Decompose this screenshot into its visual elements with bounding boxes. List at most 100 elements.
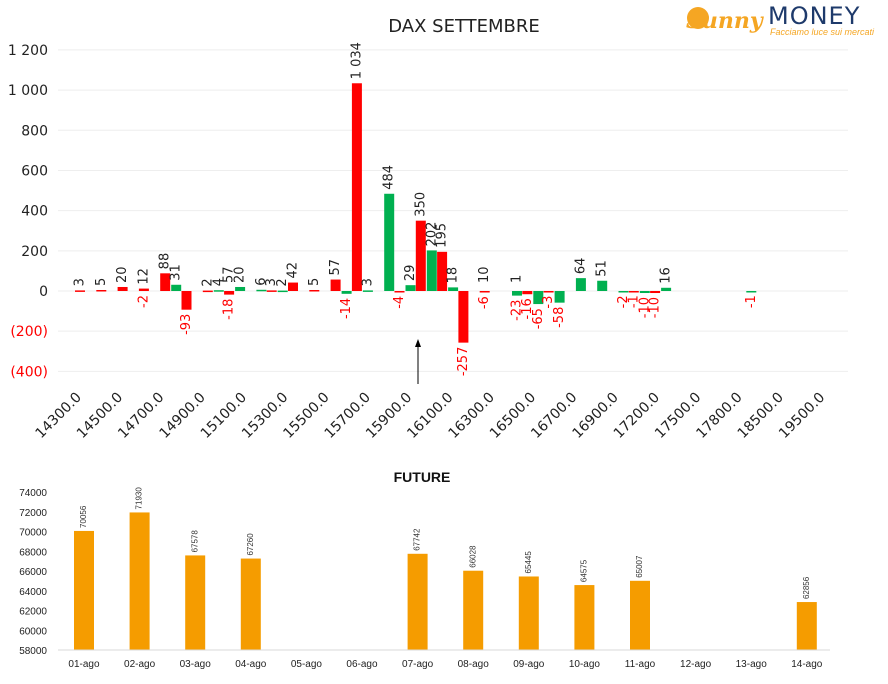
chart1-bar [341,291,352,294]
chart1-bar [309,289,320,292]
chart1-bar [618,291,629,293]
chart1-bar [533,291,544,305]
chart1-bar [415,220,426,291]
chart1-data-label: -58 [552,307,567,328]
chart2-data-label: 62856 [802,576,811,599]
chart2-data-label: 71930 [135,487,144,510]
chart1-bar [384,193,395,291]
chart1-data-label: 88 [158,253,173,270]
chart1-data-label: 484 [382,165,397,190]
chart1-bar [330,279,341,291]
chart2-x-tick-label: 13-ago [736,659,768,670]
chart1-data-label: 2 [200,278,215,286]
brand-tagline: Facciamo luce sui mercati [770,27,875,37]
chart1-y-tick-label: 600 [21,163,48,179]
chart1-data-label: -10 [637,297,652,318]
chart1-data-label: 195 [435,223,450,248]
chart1-data-label: -1 [626,295,641,308]
chart2-y-tick-label: 64000 [19,587,47,598]
chart2-x-tick-label: 02-ago [124,659,156,670]
chart1-y-tick-label: 400 [21,204,48,220]
chart1-bar [277,290,288,293]
chart1-data-label: 5 [94,278,109,286]
chart1-data-label: 10 [477,266,492,283]
chart1-x-ticks: 14300.014500.014700.014900.015100.015300… [33,390,829,442]
chart2-data-label: 70056 [79,505,88,528]
chart1-data-label: -1 [744,295,759,308]
chart1-bar [512,291,522,296]
chart2-bar [796,602,817,650]
chart1-data-label: 18 [446,267,461,284]
chart1-bar [597,280,608,291]
chart2-x-tick-label: 07-ago [402,659,434,670]
chart2-x-tick-label: 05-ago [291,659,323,670]
chart1-bar [522,291,533,295]
chart1-data-label: 20 [233,266,248,283]
chart1-bar [235,286,246,291]
chart1-y-tick-label: 0 [39,284,48,300]
chart1-y-tick-label: (200) [10,324,48,340]
chart1-data-label: -14 [339,298,354,319]
chart1-data-label: 3 [360,278,375,286]
sun-icon [687,7,709,29]
chart2-x-tick-label: 10-ago [569,659,601,670]
chart2-bar [518,576,539,650]
chart1-y-tick-label: (400) [10,364,48,380]
chart1-bar [661,287,672,291]
chart1-data-label: -65 [531,308,546,329]
chart1-bar [96,289,107,292]
chart1-bar [426,250,437,291]
chart1-data-label: -93 [179,314,194,335]
chart1-bar [138,288,149,291]
chart1-data-label: -2 [136,295,151,308]
chart2-y-tick-label: 62000 [19,607,47,618]
chart1-data-label: 51 [595,260,610,277]
chart1-bar [746,291,757,293]
chart1-title: DAX SETTEMBRE [388,16,540,37]
chart1-bar [202,290,213,293]
chart1-bar [543,291,554,293]
chart1-bar [479,291,490,293]
chart2-bar [240,558,261,650]
chart1-bar [458,291,469,343]
chart1-gridlines [58,49,848,372]
chart1-y-tick-label: 800 [21,123,48,139]
chart1-bar [224,291,235,295]
chart2-data-label: 66028 [468,545,477,568]
chart1-data-label: -18 [222,299,237,320]
chart1-data-label: 6 [254,278,269,286]
chart1-bar [160,273,171,291]
chart1-bar [171,284,182,291]
chart1-bar [213,290,224,292]
chart1-data-label: 4 [211,278,226,286]
chart1-data-label: -23 [510,300,525,321]
chart1-bars [75,83,757,343]
chart1-bar [181,291,192,310]
chart2-x-tick-label: 11-ago [625,659,656,670]
chart1-data-label: 16 [659,267,674,284]
chart1-data-label: 29 [403,265,418,282]
chart1-data-label: 3 [73,278,88,286]
chart1-data-label: -257 [456,347,471,377]
chart1-bar [575,278,586,291]
chart1-data-label: 202 [424,222,439,247]
chart2-data-label: 67260 [246,533,255,556]
chart1-data-label: 3 [264,278,279,286]
chart2-bar [630,580,650,650]
chart1-y-tick-label: 1 000 [8,83,48,99]
chart1-data-label: 20 [115,266,130,283]
chart2-y-tick-label: 72000 [19,508,47,519]
chart1-data-label: -4 [392,296,407,309]
chart2-data-label: 65007 [635,555,644,578]
chart2-bar [574,585,595,650]
chart2-data-labels: 70056 71930 67578 67260 67742 66028 65445 64575… [79,487,811,599]
chart1-data-label: 5 [307,278,322,286]
chart2-y-ticks: 58000 60000 62000 64000 66000 68000 70000 72000… [19,488,47,657]
chart1-x-tick-label: 19500.0 [776,390,828,442]
chart1-data-label: 350 [413,192,428,217]
chart1-bar [75,290,85,292]
chart2-x-tick-label: 12-ago [680,659,712,670]
chart1-data-label: 57 [328,259,343,276]
